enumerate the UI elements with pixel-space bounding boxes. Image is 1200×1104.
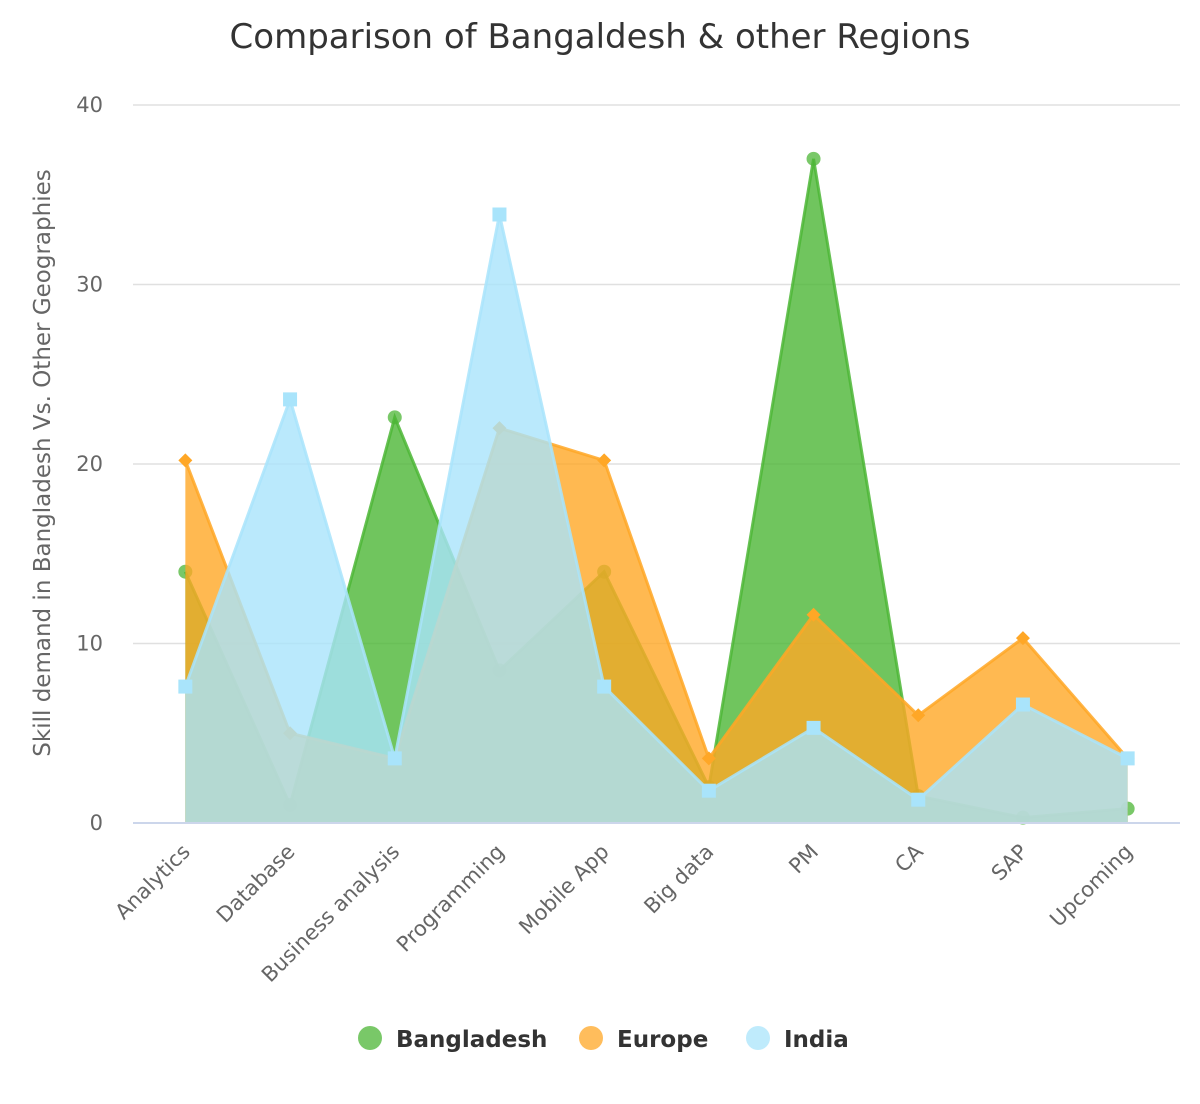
data-point[interactable]	[911, 792, 926, 807]
data-point[interactable]	[492, 207, 507, 222]
data-point[interactable]	[597, 679, 612, 694]
series-line	[183, 214, 1129, 802]
x-tick-label: SAP	[987, 840, 1033, 886]
legend-item-india[interactable]: India	[746, 1026, 849, 1053]
y-tick-label: 10	[76, 632, 103, 656]
data-point[interactable]	[806, 720, 821, 735]
series-areas	[178, 151, 1135, 825]
data-point[interactable]	[178, 679, 193, 694]
x-tick-label: Analytics	[110, 840, 194, 924]
data-point[interactable]	[1015, 631, 1030, 646]
x-tick-label: PM	[784, 840, 823, 879]
data-point[interactable]	[178, 453, 193, 468]
data-point[interactable]	[387, 751, 402, 766]
data-point[interactable]	[806, 151, 821, 166]
y-tick-label: 30	[76, 273, 103, 297]
series-india	[178, 207, 1135, 823]
data-point[interactable]	[597, 453, 612, 468]
x-tick-label: Upcoming	[1045, 840, 1137, 932]
legend-label: Europe	[617, 1027, 708, 1053]
legend-item-bangladesh[interactable]: Bangladesh	[358, 1026, 547, 1053]
y-axis-label: Skill demand in Bangladesh Vs. Other Geo…	[30, 169, 56, 756]
data-point[interactable]	[283, 392, 298, 407]
y-tick-label: 40	[76, 93, 103, 117]
legend-marker	[746, 1026, 770, 1050]
x-tick-label: Big data	[639, 840, 718, 919]
data-point[interactable]	[806, 607, 821, 622]
data-point[interactable]	[1120, 751, 1135, 766]
legend[interactable]: Bangladesh Europe India	[358, 1026, 849, 1053]
legend-item-europe[interactable]: Europe	[579, 1026, 708, 1053]
x-tick-label: Database	[212, 840, 300, 928]
data-point[interactable]	[701, 783, 716, 798]
legend-label: Bangladesh	[396, 1027, 547, 1053]
data-point[interactable]	[1015, 697, 1030, 712]
legend-marker	[579, 1026, 603, 1050]
chart-title: Comparison of Bangaldesh & other Regions	[230, 17, 971, 57]
data-point[interactable]	[387, 410, 402, 425]
x-tick-label: Mobile App	[514, 840, 613, 939]
series-area	[185, 214, 1128, 823]
x-tick-label: Programming	[392, 840, 509, 957]
x-tick-label: CA	[890, 839, 928, 877]
data-point[interactable]	[911, 708, 926, 723]
y-tick-label: 0	[90, 811, 103, 835]
legend-label: India	[784, 1027, 849, 1053]
y-tick-label: 20	[76, 452, 103, 476]
data-point[interactable]	[701, 751, 716, 766]
legend-marker	[358, 1026, 382, 1050]
